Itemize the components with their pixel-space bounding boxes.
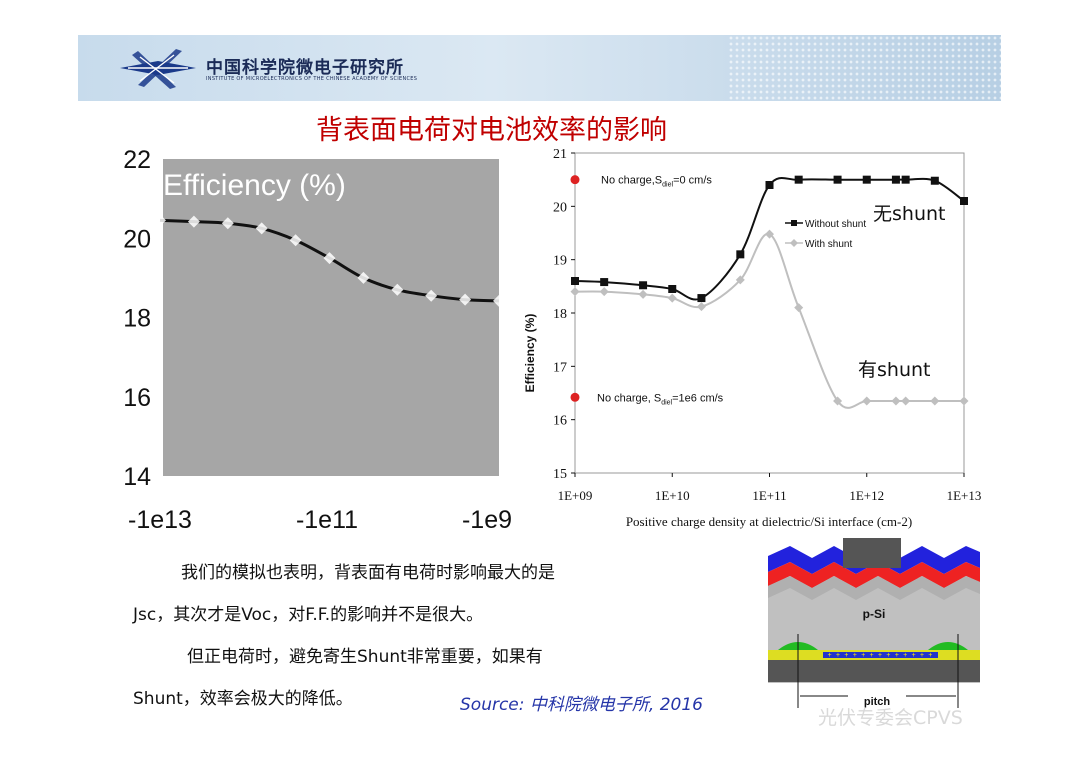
data-point-with-shunt xyxy=(599,287,609,297)
body-line-1: 我们的模拟也表明，背表面有电荷时影响最大的是 xyxy=(181,563,555,583)
legend: Without shunt With shunt xyxy=(785,219,866,250)
x-tick-label: -1e11 xyxy=(296,506,358,534)
data-point-without-shunt xyxy=(668,285,677,293)
data-point-without-shunt xyxy=(930,176,939,185)
data-point xyxy=(289,234,302,247)
annotation-with-shunt: 有shunt xyxy=(858,359,931,381)
data-point-with-shunt xyxy=(735,275,745,285)
legend-marker-with-shunt xyxy=(790,239,798,247)
header-banner: 中国科学院微电子研究所 INSTITUTE OF MICROELECTRONIC… xyxy=(78,35,1001,101)
y-tick-label: 20 xyxy=(123,225,151,253)
data-point-without-shunt xyxy=(901,175,910,184)
no-charge-label: No charge, Sdiel=1e6 cm/s xyxy=(597,392,724,406)
plot-area xyxy=(574,152,965,474)
data-point xyxy=(323,252,336,265)
positive-charges-glyph: + + + + + + + + + + + + + xyxy=(827,652,932,660)
x-tick-label: 1E+11 xyxy=(752,488,786,503)
data-point-without-shunt xyxy=(639,281,648,290)
pitch-label: pitch xyxy=(864,696,891,708)
data-point-with-shunt xyxy=(765,229,774,239)
x-tick-label: 1E+10 xyxy=(655,488,690,503)
y-tick-label: 17 xyxy=(553,360,567,375)
y-tick-label: 21 xyxy=(553,147,567,162)
data-point xyxy=(425,289,438,302)
data-point-with-shunt xyxy=(862,396,872,406)
front-red-layer xyxy=(768,562,980,588)
data-point-with-shunt xyxy=(930,396,940,406)
data-point-without-shunt xyxy=(736,250,745,259)
pitch-label-bg xyxy=(848,694,906,708)
watermark: 光伏专委会CPVS xyxy=(818,707,963,729)
y-tick-label: 22 xyxy=(123,146,151,174)
data-point xyxy=(459,293,472,306)
legend-label-with-shunt: With shunt xyxy=(805,239,852,250)
org-name-en: INSTITUTE OF MICROELECTRONICS OF THE CHI… xyxy=(206,76,418,82)
y-tick-label: 14 xyxy=(123,463,151,491)
x-tick-label: 1E+09 xyxy=(558,488,593,503)
y-tick-label: 19 xyxy=(553,254,567,269)
data-point xyxy=(493,294,505,307)
p-si-label: p-Si xyxy=(863,607,886,621)
front-contact xyxy=(843,538,901,568)
no-charge-label: No charge,Sdiel=0 cm/s xyxy=(601,175,712,189)
org-name-cn: 中国科学院微电子研究所 xyxy=(206,58,404,78)
data-point xyxy=(154,214,166,227)
data-point-with-shunt xyxy=(638,289,648,299)
charge-layer xyxy=(823,652,938,658)
data-point-without-shunt xyxy=(833,175,842,184)
efficiency-vs-charge-density-chart: 21 20 19 18 17 16 15 1E+09 1E+10 1E+11 1E+12 1E+13… xyxy=(523,147,982,529)
data-point-with-shunt xyxy=(570,287,580,297)
x-axis-label: Positive charge density at dielectric/Si… xyxy=(626,514,912,529)
data-point-with-shunt xyxy=(833,396,843,406)
body-line-3: 但正电荷时，避免寄生Shunt非常重要，如果有 xyxy=(187,647,543,667)
front-grey-layer xyxy=(768,576,980,600)
data-point-without-shunt xyxy=(600,278,609,287)
banner-world-map-decoration xyxy=(728,35,1001,101)
y-tick-label: 20 xyxy=(553,200,567,215)
source-citation: Source: 中科院微电子所, 2016 xyxy=(460,695,703,715)
data-point-with-shunt xyxy=(891,396,901,406)
data-point xyxy=(221,217,234,230)
data-point-with-shunt xyxy=(696,302,706,312)
y-tick-label: 18 xyxy=(123,305,151,333)
data-point-without-shunt xyxy=(960,197,968,205)
data-point-with-shunt xyxy=(901,396,911,406)
chart-title: Efficiency (%) xyxy=(163,169,346,202)
data-point-without-shunt xyxy=(891,175,900,184)
data-point xyxy=(187,215,200,228)
legend-marker-without-shunt xyxy=(791,220,797,226)
y-tick-label: 18 xyxy=(553,307,567,322)
legend-label-without-shunt: Without shunt xyxy=(805,219,866,230)
data-point-with-shunt xyxy=(959,396,969,406)
body-line-2: Jsc，其次才是Voc，对F.F.的影响并不是很大。 xyxy=(133,605,484,625)
rear-metal xyxy=(768,660,980,682)
x-tick-label: 1E+13 xyxy=(947,488,982,503)
data-point-without-shunt xyxy=(765,181,774,189)
efficiency-chart-negative-charge: Efficiency (%) 22 20 18 16 14 -1e13 -1e11 -1e9 xyxy=(123,146,512,534)
slide-title: 背表面电荷对电池效率的影响 xyxy=(316,115,667,146)
data-point-with-shunt xyxy=(667,293,677,303)
annotation-no-shunt: 无shunt xyxy=(873,203,946,225)
y-tick-label: 15 xyxy=(553,467,567,482)
data-point-without-shunt xyxy=(571,277,579,285)
x-tick-label: -1e13 xyxy=(128,506,192,534)
x-tick-label: -1e9 xyxy=(462,506,512,534)
plot-area xyxy=(163,159,499,476)
y-tick-label: 16 xyxy=(123,384,151,412)
data-point-without-shunt xyxy=(862,175,871,184)
body-line-4: Shunt，效率会极大的降低。 xyxy=(133,689,353,709)
data-point-without-shunt xyxy=(794,175,803,184)
x-tick-label: 1E+12 xyxy=(849,488,884,503)
data-point-with-shunt xyxy=(794,303,804,313)
data-point-without-shunt xyxy=(697,294,706,303)
data-point xyxy=(391,283,404,296)
y-axis-label: Efficiency (%) xyxy=(523,314,537,393)
y-tick-label: 16 xyxy=(553,414,567,429)
data-point xyxy=(255,222,268,235)
no-charge-reference-dot xyxy=(570,175,580,185)
data-point xyxy=(357,271,370,284)
no-charge-reference-dot xyxy=(570,392,580,402)
ime-logo-icon xyxy=(120,49,196,89)
solar-cell-cross-section-diagram: p-Si + + + + + + + + + + + + + pitch xyxy=(768,538,980,708)
